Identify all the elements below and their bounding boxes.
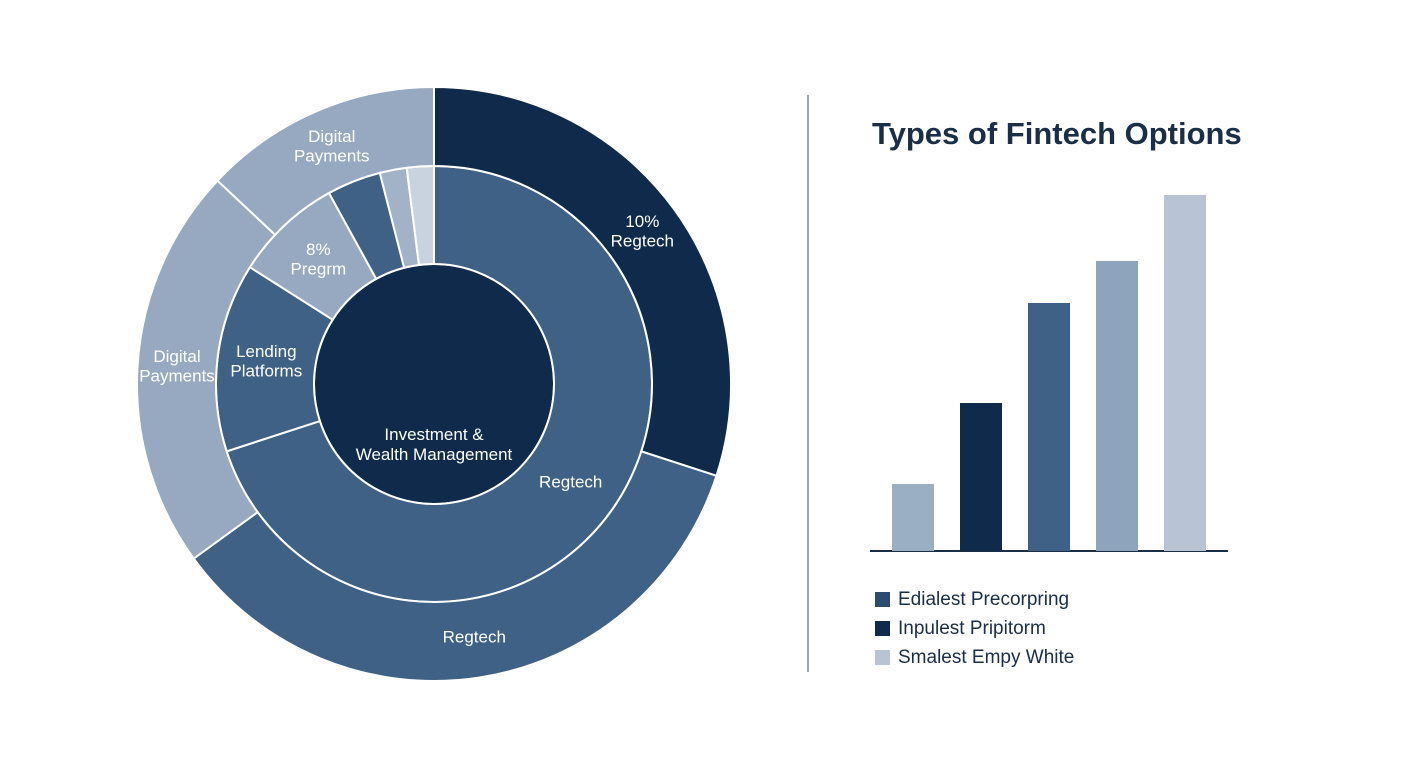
- legend-label: Inpulest Pripitorm: [898, 618, 1046, 639]
- segment: [192, 450, 718, 682]
- segment-label: 8% Pregrm: [290, 241, 346, 280]
- bar: [892, 484, 934, 551]
- segment-label: Regtech: [539, 473, 602, 492]
- legend-swatch: [875, 621, 890, 636]
- segment: [312, 263, 556, 505]
- segment-label: Investment & Wealth Management: [356, 426, 513, 465]
- legend-label: Smalest Empy White: [898, 647, 1074, 668]
- segment: [433, 85, 732, 478]
- chart-title: Types of Fintech Options: [872, 116, 1242, 151]
- segment-label: 10% Regtech: [611, 212, 674, 251]
- legend-label: Edialest Precorpring: [898, 589, 1069, 610]
- segment: [216, 85, 435, 237]
- bar: [1028, 303, 1070, 551]
- segment-label: Digital Payments: [139, 348, 215, 387]
- legend-swatch: [875, 650, 890, 665]
- bar: [1164, 195, 1206, 551]
- bar: [1096, 261, 1138, 551]
- bar: [960, 403, 1002, 551]
- segment-label: Digital Payments: [294, 127, 370, 166]
- segment-label: Regtech: [443, 628, 506, 647]
- legend-swatch: [875, 592, 890, 607]
- segment-label: Lending Platforms: [230, 343, 302, 382]
